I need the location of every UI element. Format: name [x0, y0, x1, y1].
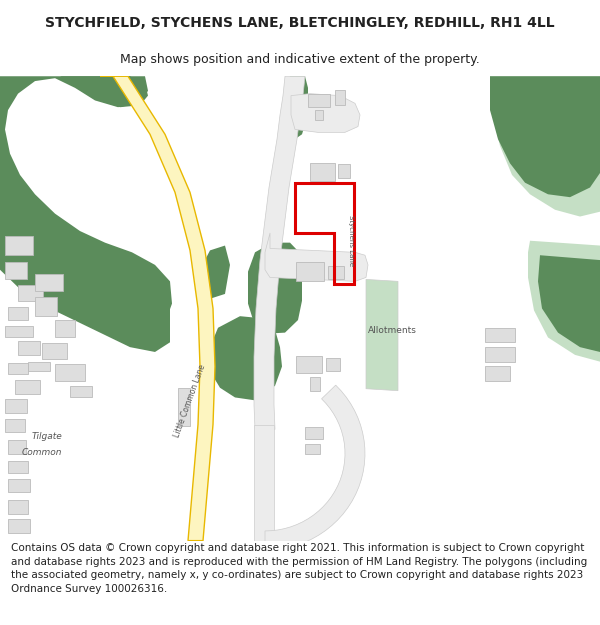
Polygon shape — [35, 297, 57, 316]
Polygon shape — [210, 316, 282, 401]
Polygon shape — [5, 419, 25, 432]
Polygon shape — [100, 76, 215, 541]
Polygon shape — [8, 500, 28, 514]
Polygon shape — [335, 90, 345, 105]
Polygon shape — [28, 362, 50, 371]
Polygon shape — [286, 76, 308, 139]
Polygon shape — [5, 262, 27, 279]
Polygon shape — [490, 76, 600, 197]
Polygon shape — [8, 519, 30, 533]
Polygon shape — [55, 364, 85, 381]
Polygon shape — [0, 76, 148, 108]
Polygon shape — [8, 440, 26, 454]
Polygon shape — [296, 262, 324, 281]
Polygon shape — [254, 424, 274, 541]
Polygon shape — [366, 279, 398, 391]
Polygon shape — [15, 380, 40, 394]
Polygon shape — [8, 479, 30, 492]
Polygon shape — [254, 76, 305, 429]
Text: Map shows position and indicative extent of the property.: Map shows position and indicative extent… — [120, 53, 480, 66]
Polygon shape — [5, 399, 27, 413]
Polygon shape — [305, 444, 320, 454]
Polygon shape — [326, 357, 340, 371]
Text: Little Common Lane: Little Common Lane — [172, 364, 207, 439]
Polygon shape — [528, 241, 600, 362]
Text: Common: Common — [22, 449, 62, 458]
Polygon shape — [265, 385, 365, 550]
Polygon shape — [308, 94, 330, 108]
Text: Stychens Lane: Stychens Lane — [348, 215, 354, 266]
Polygon shape — [485, 366, 510, 381]
Polygon shape — [8, 461, 28, 473]
Text: STYCHFIELD, STYCHENS LANE, BLETCHINGLEY, REDHILL, RH1 4LL: STYCHFIELD, STYCHENS LANE, BLETCHINGLEY,… — [45, 16, 555, 30]
Polygon shape — [42, 343, 67, 359]
Polygon shape — [0, 76, 170, 352]
Polygon shape — [0, 76, 170, 332]
Polygon shape — [5, 236, 33, 255]
Polygon shape — [328, 266, 344, 279]
Polygon shape — [18, 341, 40, 355]
Polygon shape — [35, 274, 63, 291]
Polygon shape — [5, 326, 33, 338]
Polygon shape — [205, 246, 230, 299]
Polygon shape — [55, 320, 75, 338]
Polygon shape — [305, 428, 323, 439]
Polygon shape — [538, 255, 600, 352]
Text: Contains OS data © Crown copyright and database right 2021. This information is : Contains OS data © Crown copyright and d… — [11, 543, 587, 594]
Text: Allotments: Allotments — [368, 326, 417, 334]
Text: Tilgate: Tilgate — [32, 432, 63, 441]
Polygon shape — [291, 94, 360, 132]
Polygon shape — [296, 356, 322, 373]
Polygon shape — [485, 347, 515, 362]
Polygon shape — [0, 76, 172, 342]
Polygon shape — [315, 110, 323, 120]
Polygon shape — [310, 377, 320, 391]
Polygon shape — [8, 362, 28, 374]
Polygon shape — [265, 233, 368, 281]
Polygon shape — [490, 76, 600, 216]
Polygon shape — [338, 164, 350, 178]
Polygon shape — [485, 328, 515, 342]
Polygon shape — [8, 306, 28, 320]
Polygon shape — [178, 388, 190, 426]
Polygon shape — [310, 163, 335, 181]
Polygon shape — [18, 285, 43, 301]
Polygon shape — [70, 386, 92, 398]
Polygon shape — [248, 242, 302, 334]
